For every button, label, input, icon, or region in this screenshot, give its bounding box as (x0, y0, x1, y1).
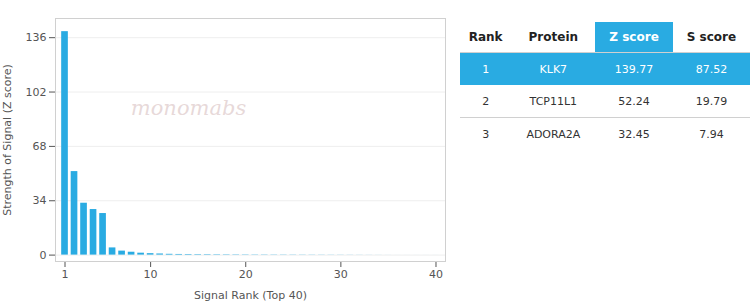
svg-text:68: 68 (33, 140, 47, 153)
html-text:87.52: 87.52 (695, 62, 728, 76)
svg-text:102: 102 (26, 86, 47, 99)
html-text:KLK7: KLK7 (539, 62, 568, 76)
svg-text:0: 0 (40, 249, 47, 262)
html-text:52.24: 52.24 (618, 94, 650, 108)
html-text:1: 1 (482, 62, 490, 76)
html-text:TCP11L1: TCP11L1 (529, 94, 578, 108)
html-text:Z score: Z score (609, 30, 659, 44)
html-text:139.77: 139.77 (614, 62, 654, 76)
html-text:32.45: 32.45 (618, 127, 650, 141)
html-text:2: 2 (482, 94, 490, 108)
svg-text:monomabs: monomabs (131, 96, 247, 120)
html-text:Protein: Protein (528, 30, 579, 44)
svg-text:10: 10 (144, 268, 158, 281)
svg-text:1: 1 (62, 268, 69, 281)
html-text:19.79: 19.79 (695, 94, 728, 108)
html-text:7.94: 7.94 (699, 127, 724, 141)
html-text:3: 3 (482, 127, 490, 141)
html-text:ADORA2A: ADORA2A (526, 127, 581, 141)
svg-text:34: 34 (33, 194, 47, 207)
html-text:S score: S score (686, 30, 737, 44)
svg-text:40: 40 (429, 268, 443, 281)
svg-text:20: 20 (239, 268, 253, 281)
svg-text:136: 136 (26, 31, 47, 44)
svg-text:30: 30 (334, 268, 348, 281)
html-text:Rank: Rank (468, 30, 503, 44)
svg-text:Strength of Signal (Z score): Strength of Signal (Z score) (1, 64, 14, 216)
svg-text:Signal Rank (Top 40): Signal Rank (Top 40) (194, 289, 307, 301)
